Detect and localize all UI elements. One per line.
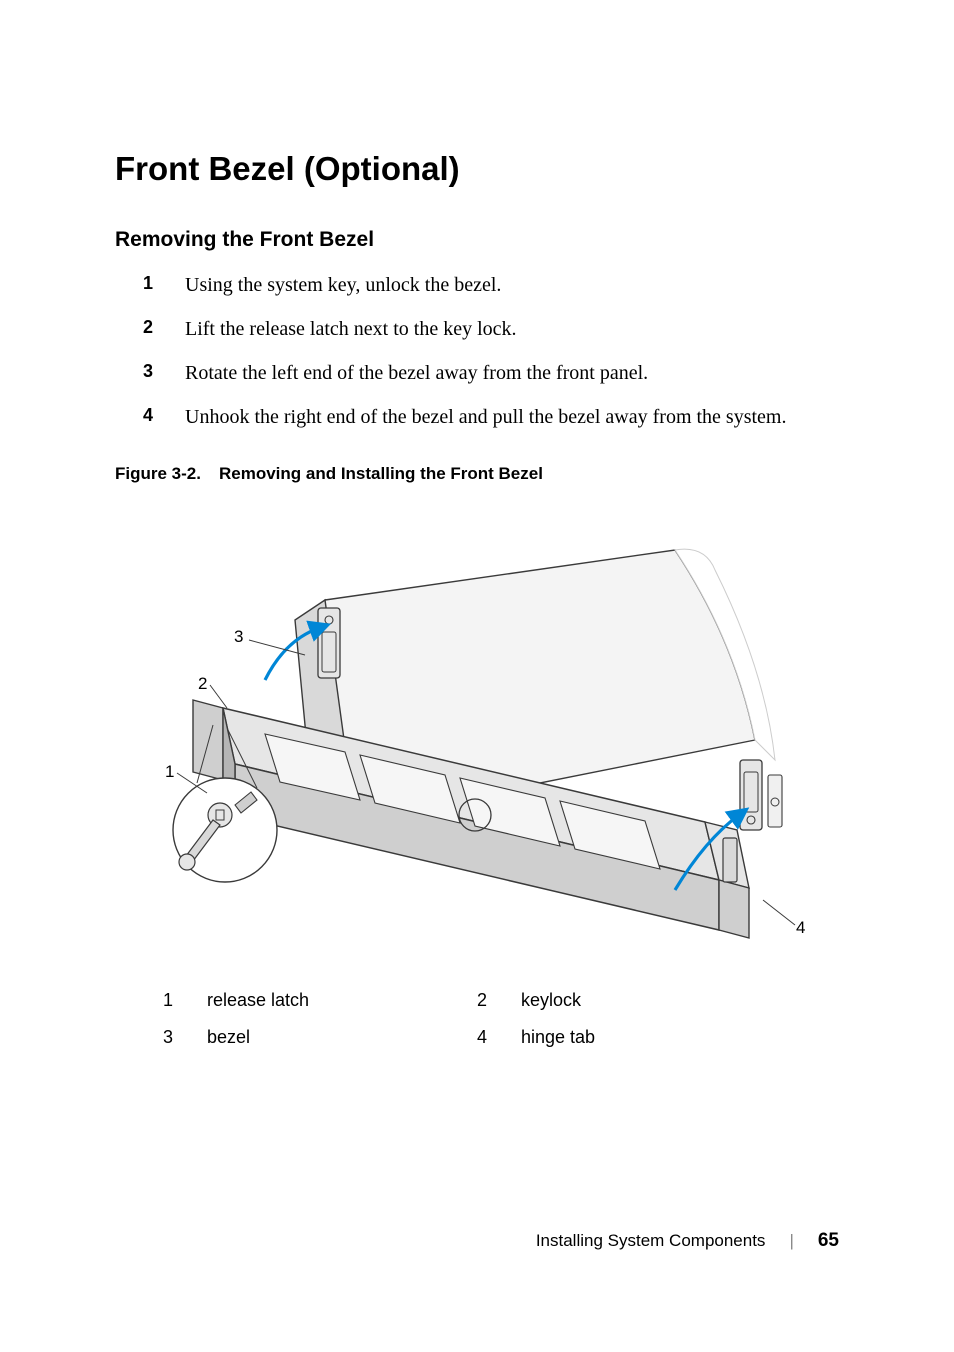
figure-caption: Figure 3-2. Removing and Installing the F… xyxy=(115,464,839,484)
step-text: Unhook the right end of the bezel and pu… xyxy=(185,402,786,432)
callout-1: 1 xyxy=(165,762,174,782)
legend-label: bezel xyxy=(207,1027,477,1048)
list-item: 1 Using the system key, unlock the bezel… xyxy=(143,270,839,300)
footer-page-number: 65 xyxy=(818,1230,839,1252)
list-item: 2 Lift the release latch next to the key… xyxy=(143,314,839,344)
legend-row: 1 release latch 2 keylock xyxy=(163,990,839,1011)
figure-title: Removing and Installing the Front Bezel xyxy=(219,464,543,483)
footer-chapter: Installing System Components xyxy=(536,1231,766,1251)
keylock-detail-icon xyxy=(173,778,277,882)
page-footer: Installing System Components | 65 xyxy=(536,1230,839,1252)
legend-label: hinge tab xyxy=(521,1027,791,1048)
figure-diagram: 1 2 3 4 xyxy=(115,520,839,980)
right-hinge-chassis-icon xyxy=(740,760,782,830)
main-heading: Front Bezel (Optional) xyxy=(115,150,839,188)
bezel-diagram-svg xyxy=(115,520,839,980)
step-number: 4 xyxy=(143,402,185,432)
step-text: Rotate the left end of the bezel away fr… xyxy=(185,358,648,388)
left-hinge-chassis-icon xyxy=(318,608,340,678)
legend-num: 3 xyxy=(163,1027,207,1048)
step-number: 2 xyxy=(143,314,185,344)
figure-legend: 1 release latch 2 keylock 3 bezel 4 hing… xyxy=(163,990,839,1048)
legend-num: 1 xyxy=(163,990,207,1011)
callout-4: 4 xyxy=(796,918,805,938)
steps-list: 1 Using the system key, unlock the bezel… xyxy=(115,270,839,432)
footer-divider: | xyxy=(789,1231,793,1251)
legend-row: 3 bezel 4 hinge tab xyxy=(163,1027,839,1048)
list-item: 3 Rotate the left end of the bezel away … xyxy=(143,358,839,388)
step-number: 3 xyxy=(143,358,185,388)
callout-3: 3 xyxy=(234,627,243,647)
step-text: Using the system key, unlock the bezel. xyxy=(185,270,501,300)
legend-label: keylock xyxy=(521,990,791,1011)
figure-number: Figure 3-2. xyxy=(115,464,201,483)
step-text: Lift the release latch next to the key l… xyxy=(185,314,517,344)
sub-heading: Removing the Front Bezel xyxy=(115,228,839,252)
legend-num: 2 xyxy=(477,990,521,1011)
callout-2: 2 xyxy=(198,674,207,694)
legend-label: release latch xyxy=(207,990,477,1011)
legend-num: 4 xyxy=(477,1027,521,1048)
list-item: 4 Unhook the right end of the bezel and … xyxy=(143,402,839,432)
step-number: 1 xyxy=(143,270,185,300)
